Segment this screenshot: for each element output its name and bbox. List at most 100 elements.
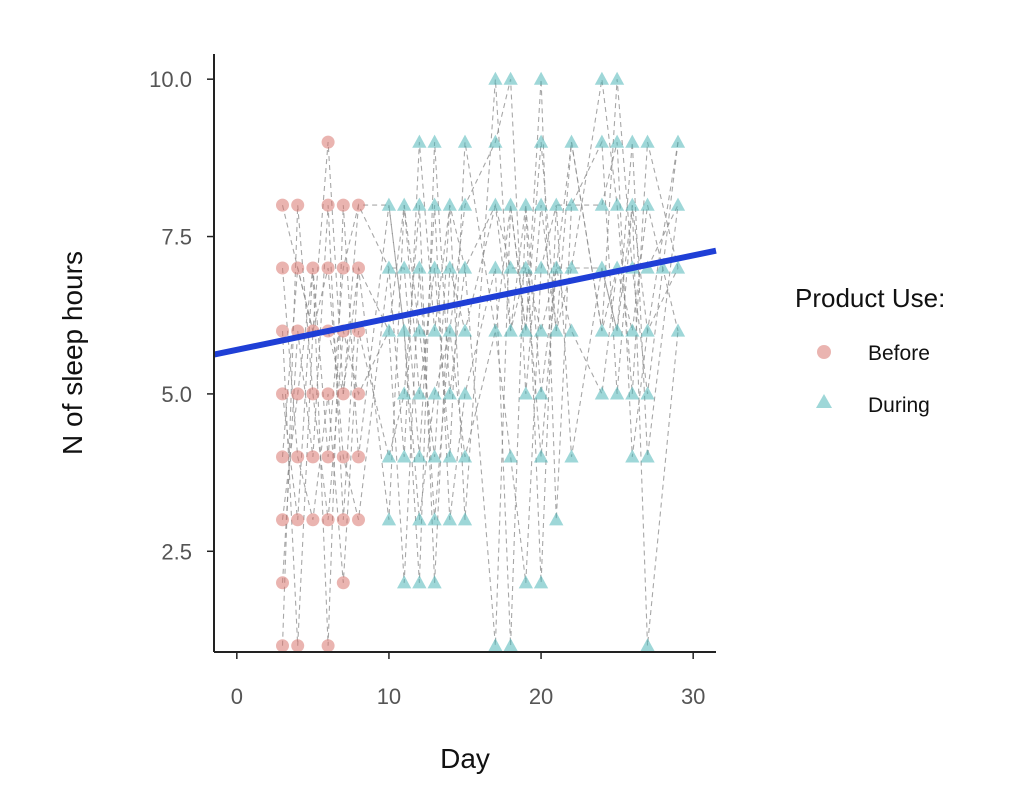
y-tick-label: 2.5 xyxy=(161,539,192,564)
during-point xyxy=(670,197,686,211)
during-point xyxy=(412,512,427,526)
legend: Product Use: Before During xyxy=(795,283,945,417)
during-point xyxy=(457,323,473,337)
during-point xyxy=(594,134,609,148)
during-point xyxy=(397,386,412,400)
during-point xyxy=(533,260,549,274)
during-point xyxy=(625,323,640,337)
during-point xyxy=(381,260,397,274)
during-point xyxy=(640,638,655,652)
before-point xyxy=(276,387,289,401)
during-point xyxy=(503,197,518,211)
trend-line xyxy=(213,247,717,358)
connector-line-2 xyxy=(281,79,679,646)
during-point xyxy=(427,260,442,274)
during-point xyxy=(503,323,518,337)
before-point xyxy=(321,261,335,275)
during-point xyxy=(442,323,457,337)
during-point xyxy=(457,449,473,463)
during-point xyxy=(564,197,579,211)
during-point xyxy=(427,197,442,211)
during-point xyxy=(442,260,457,274)
during-point xyxy=(564,449,579,463)
during-point xyxy=(564,323,579,337)
before-point xyxy=(321,198,335,212)
during-point xyxy=(518,260,533,274)
during-point xyxy=(381,512,397,526)
during-point xyxy=(397,449,412,463)
during-point xyxy=(427,512,442,526)
during-point xyxy=(488,197,503,211)
before-point xyxy=(352,387,365,401)
during-point xyxy=(381,197,397,211)
before-point xyxy=(276,513,289,527)
during-point xyxy=(640,134,655,148)
during-point xyxy=(412,449,427,463)
during-point xyxy=(518,197,533,211)
during-point xyxy=(670,260,686,274)
connector-line-4 xyxy=(281,79,679,646)
x-axis-title: Day xyxy=(440,743,490,774)
during-point xyxy=(640,323,655,337)
legend-title: Product Use: xyxy=(795,283,945,313)
y-axis-title: N of sleep hours xyxy=(57,251,88,455)
during-point xyxy=(427,449,442,463)
before-point xyxy=(352,198,365,212)
before-point xyxy=(276,261,289,275)
during-point xyxy=(594,197,609,211)
legend-before-label: Before xyxy=(868,342,930,365)
during-point xyxy=(488,260,503,274)
during-point xyxy=(397,260,412,274)
before-point xyxy=(306,387,320,401)
before-point xyxy=(306,513,320,527)
during-point xyxy=(533,197,549,211)
during-point xyxy=(412,134,427,148)
during-point xyxy=(533,323,549,337)
before-point xyxy=(291,387,305,401)
during-point xyxy=(610,71,625,85)
data-points xyxy=(276,71,686,653)
during-point xyxy=(518,323,533,337)
during-point xyxy=(427,323,442,337)
during-point xyxy=(457,197,473,211)
during-point xyxy=(625,197,640,211)
legend-during-label: During xyxy=(868,394,930,417)
y-tick-label: 5.0 xyxy=(161,382,192,407)
during-point xyxy=(381,449,397,463)
during-point xyxy=(610,323,625,337)
during-point xyxy=(381,323,397,337)
during-point xyxy=(503,449,518,463)
during-point xyxy=(670,134,686,148)
during-point xyxy=(594,386,609,400)
during-point xyxy=(670,323,686,337)
during-point xyxy=(533,575,549,589)
during-point xyxy=(442,386,457,400)
during-point xyxy=(533,386,549,400)
during-point xyxy=(518,575,533,589)
during-point xyxy=(625,134,640,148)
before-point xyxy=(276,639,289,653)
during-point xyxy=(655,260,670,274)
connector-line-3 xyxy=(281,142,679,583)
during-point xyxy=(594,323,609,337)
trend-line-layer xyxy=(213,247,717,358)
during-point xyxy=(457,512,473,526)
during-point xyxy=(427,134,442,148)
during-point xyxy=(533,449,549,463)
during-point xyxy=(397,197,412,211)
during-point xyxy=(427,575,442,589)
during-point xyxy=(442,512,457,526)
during-point xyxy=(457,386,473,400)
before-point xyxy=(291,198,305,212)
before-point xyxy=(352,261,365,275)
before-point xyxy=(321,135,335,149)
during-point xyxy=(564,260,579,274)
during-point xyxy=(412,575,427,589)
during-point xyxy=(610,134,625,148)
legend-during-marker xyxy=(816,394,832,408)
during-point xyxy=(503,71,518,85)
ticks: 0 10 20 30 2.5 5.0 7.5 10.0 xyxy=(149,67,705,709)
during-point xyxy=(412,323,427,337)
during-point xyxy=(427,386,442,400)
